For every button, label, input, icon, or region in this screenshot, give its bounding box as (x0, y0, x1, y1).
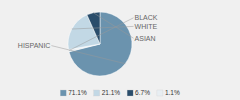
leader-line (93, 13, 133, 39)
legend-label: 21.1% (102, 89, 121, 96)
legend-swatch (94, 90, 100, 96)
legend-item: 1.1% (157, 89, 180, 96)
pie-slice (69, 12, 132, 76)
legend-item: 71.1% (60, 89, 87, 96)
pie (68, 12, 132, 76)
slice-label: ASIAN (135, 35, 156, 42)
leader-line (51, 46, 125, 64)
legend-swatch (60, 90, 66, 96)
leader-line (69, 18, 134, 51)
legend-item: 6.7% (127, 89, 150, 96)
slice-labels: HISPANIC BLACK WHITE ASIAN (18, 13, 158, 64)
legend-item: 21.1% (94, 89, 121, 96)
legend-swatch (157, 90, 163, 96)
leader-line (72, 26, 134, 29)
slice-label: WHITE (135, 23, 158, 30)
legend-label: 71.1% (68, 89, 87, 96)
slice-label: HISPANIC (18, 42, 51, 49)
legend-label: 6.7% (135, 89, 150, 96)
slice-label: BLACK (135, 14, 158, 21)
legend-swatch (127, 90, 133, 96)
chart: HISPANIC BLACK WHITE ASIAN 71.1% 21.1% 6.7% 1.1… (0, 0, 240, 100)
legend-label: 1.1% (165, 89, 180, 96)
legend: 71.1% 21.1% 6.7% 1.1% (60, 89, 180, 96)
